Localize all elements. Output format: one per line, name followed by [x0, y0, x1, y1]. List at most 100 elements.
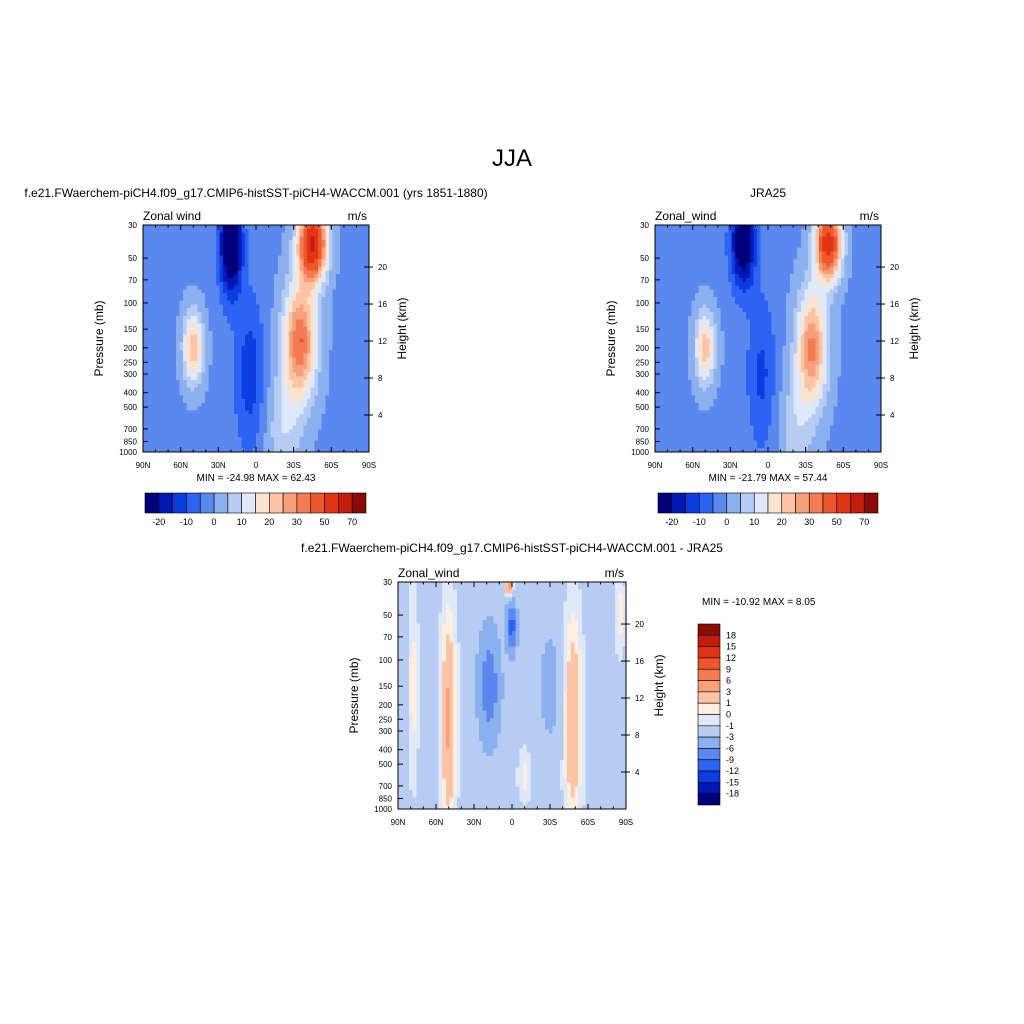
- contour-cell: [347, 293, 352, 298]
- contour-cell: [230, 387, 235, 393]
- contour-cell: [365, 289, 370, 294]
- contour-cell: [288, 364, 294, 370]
- contour-cell: [248, 236, 253, 241]
- contour-cell: [826, 262, 831, 268]
- contour-cell: [157, 395, 162, 400]
- contour-cell: [179, 391, 184, 396]
- contour-cell: [361, 225, 366, 230]
- contour-cell: [164, 372, 170, 377]
- contour-cell: [234, 247, 239, 253]
- contour-cell: [358, 255, 363, 260]
- contour-cell: [716, 285, 722, 290]
- contour-cell: [223, 312, 228, 317]
- contour-cell: [365, 410, 370, 415]
- contour-cell: [143, 395, 148, 400]
- contour-cell: [855, 251, 860, 256]
- contour-cell: [771, 289, 776, 294]
- contour-cell: [676, 255, 682, 260]
- colorbar-box: [324, 492, 339, 514]
- contour-cell: [789, 285, 795, 290]
- contour-cell: [288, 315, 294, 321]
- contour-cell: [143, 251, 148, 256]
- contour-cell: [252, 323, 257, 328]
- contour-cell: [190, 323, 195, 328]
- contour-cell: [680, 251, 685, 256]
- contour-cell: [347, 289, 352, 294]
- contour-cell: [288, 349, 294, 355]
- contour-cell: [347, 281, 352, 287]
- contour-cell: [669, 285, 674, 290]
- contour-cell: [691, 259, 696, 264]
- contour-cell: [310, 247, 315, 253]
- contour-cell: [168, 425, 173, 430]
- contour-cell: [296, 414, 301, 419]
- contour-cell: [292, 228, 297, 234]
- contour-cell: [226, 417, 232, 423]
- contour-cell: [317, 225, 323, 230]
- contour-cell: [339, 406, 345, 411]
- contour-cell: [307, 285, 312, 290]
- contour-cell: [720, 228, 725, 234]
- contour-cell: [804, 281, 809, 287]
- contour-cell: [303, 440, 308, 446]
- contour-cell: [285, 293, 290, 298]
- contour-cell: [307, 436, 312, 442]
- contour-cell: [183, 240, 188, 245]
- contour-cell: [713, 225, 718, 230]
- contour-cell: [317, 425, 323, 430]
- contour-cell: [234, 228, 239, 234]
- contour-cell: [172, 308, 177, 313]
- contour-cell: [256, 327, 261, 332]
- contour-cell: [669, 232, 674, 237]
- contour-cell: [687, 285, 693, 290]
- contour-cell: [826, 247, 831, 253]
- contour-cell: [332, 266, 337, 271]
- contour-cell: [665, 270, 671, 275]
- contour-cell: [153, 266, 159, 271]
- x-tick-label: 60N: [173, 461, 188, 470]
- contour-cell: [143, 293, 148, 298]
- contour-cell: [226, 342, 232, 347]
- contour-cell: [266, 440, 272, 446]
- contour-cell: [307, 368, 312, 374]
- contour-cell: [157, 421, 162, 427]
- contour-cell: [241, 387, 246, 393]
- contour-cell: [153, 304, 159, 309]
- contour-cell: [143, 406, 148, 411]
- contour-cell: [259, 417, 264, 423]
- contour-cell: [731, 285, 736, 290]
- contour-cell: [350, 349, 356, 355]
- contour-cell: [361, 296, 366, 302]
- contour-cell: [339, 228, 345, 234]
- contour-cell: [259, 380, 264, 385]
- contour-cell: [230, 421, 235, 427]
- contour-cell: [274, 236, 279, 241]
- contour-cell: [321, 319, 326, 324]
- contour-cell: [325, 274, 330, 279]
- contour-cell: [310, 266, 315, 271]
- contour-cell: [339, 440, 345, 446]
- contour-cell: [698, 255, 703, 260]
- contour-cell: [870, 247, 875, 253]
- contour-cell: [336, 406, 341, 411]
- contour-cell: [332, 436, 337, 442]
- contour-cell: [764, 240, 769, 245]
- contour-cell: [208, 372, 213, 377]
- contour-cell: [328, 296, 334, 302]
- contour-cell: [365, 285, 370, 290]
- contour-cell: [153, 315, 159, 321]
- contour-cell: [168, 357, 173, 362]
- contour-cell: [252, 368, 257, 374]
- contour-cell: [361, 361, 366, 366]
- contour-cell: [201, 289, 206, 294]
- contour-cell: [164, 296, 170, 302]
- contour-cell: [321, 240, 326, 245]
- contour-cell: [194, 383, 199, 389]
- contour-cell: [146, 312, 151, 317]
- contour-cell: [292, 327, 297, 332]
- contour-cell: [241, 399, 246, 404]
- contour-cell: [241, 270, 246, 275]
- contour-cell: [285, 236, 290, 241]
- contour-cell: [695, 277, 700, 283]
- contour-cell: [175, 296, 181, 302]
